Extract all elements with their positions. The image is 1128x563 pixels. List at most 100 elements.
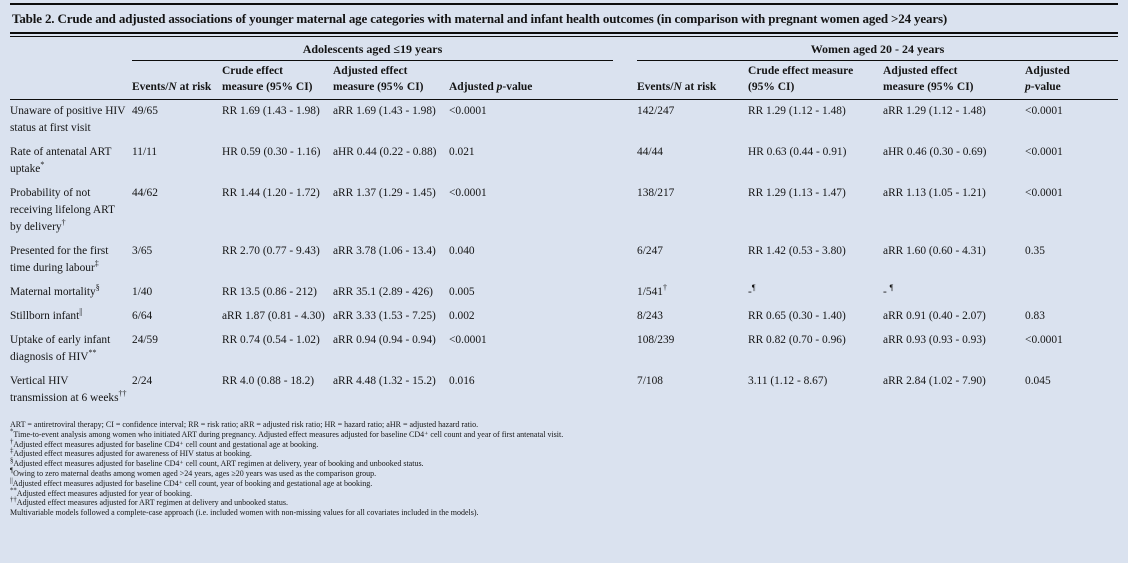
footnote: ||Adjusted effect measures adjusted for … [10, 477, 373, 488]
crude-header-line1: Crude effect [222, 65, 283, 77]
footnote-marker: ** [88, 348, 97, 358]
group-gap-cell [613, 305, 637, 329]
pvalue-col-header-left: Adjusted p-value [449, 60, 614, 100]
footnote-marker: * [40, 160, 45, 170]
data-cell: 108/239 [637, 334, 675, 346]
table-row: Maternal mortality§ 1/40 RR 13.5 (0.86 - 2… [10, 281, 1118, 305]
table-row: Uptake of early infant diagnosis of HIV*… [10, 329, 1118, 370]
footnotes: ART = antiretroviral therapy; CI = confi… [10, 420, 1118, 518]
corner-blank [10, 37, 132, 61]
footnote-marker: †† [118, 389, 127, 399]
table-row: Probability of not receiving lifelong AR… [10, 182, 1118, 240]
data-cell: HR 0.63 (0.44 - 0.91) [748, 146, 847, 158]
group-women-label: Women aged 20 - 24 years [810, 42, 945, 56]
data-cell: <0.0001 [449, 187, 487, 199]
data-cell: <0.0001 [1025, 146, 1063, 158]
data-cell: RR 1.29 (1.12 - 1.48) [748, 105, 846, 117]
data-cell: aHR 0.44 (0.22 - 0.88) [333, 146, 437, 158]
footnote-marker: ¶ [889, 283, 894, 293]
events-col-header-left: Events/N at risk [132, 60, 222, 100]
data-cell: 142/247 [637, 105, 675, 117]
events-header-text2: at risk [176, 80, 212, 93]
footnote: ¶Owing to zero maternal deaths among wom… [10, 467, 377, 478]
table-body: Unaware of positive HIV status at first … [10, 100, 1118, 412]
data-cell: RR 4.0 (0.88 - 18.2) [222, 375, 315, 387]
data-cell: aRR 1.69 (1.43 - 1.98) [333, 105, 436, 117]
footnote-marker: ‡ [94, 259, 99, 269]
data-cell: 3/65 [132, 245, 153, 257]
group-header-row: Adolescents aged ≤19 years Women aged 20… [10, 37, 1119, 61]
outcome-label: Maternal mortality§ [10, 283, 100, 298]
data-cell: aRR 0.93 (0.93 - 0.93) [883, 334, 986, 346]
data-cell: aRR 2.84 (1.02 - 7.90) [883, 375, 986, 387]
pvalue-header-p: p [496, 80, 503, 93]
title-double-rule [10, 32, 1118, 37]
data-cell: HR 0.59 (0.30 - 1.16) [222, 146, 321, 158]
data-cell: RR 0.65 (0.30 - 1.40) [748, 310, 846, 322]
crude-header-line2: measure (95% CI) [222, 80, 313, 93]
data-cell: aHR 0.46 (0.30 - 0.69) [883, 146, 987, 158]
pvalue-header-text2: -value [1030, 80, 1061, 93]
pvalue-header-p: p [1025, 80, 1031, 93]
data-cell: 1/541† [637, 283, 667, 298]
data-cell: RR 1.69 (1.43 - 1.98) [222, 105, 320, 117]
footnote-marker: ¶ [751, 283, 756, 293]
data-cell: <0.0001 [1025, 334, 1063, 346]
outcome-label: Vertical HIV transmission at 6 weeks†† [10, 375, 127, 404]
data-cell: aRR 1.60 (0.60 - 4.31) [883, 245, 986, 257]
footnote: *Time-to-event analysis among women who … [10, 428, 564, 439]
adjusted-col-header-right: Adjusted effect measure (95% CI) [883, 60, 1026, 100]
data-cell: aRR 3.33 (1.53 - 7.25) [333, 310, 436, 322]
data-cell: aRR 4.48 (1.32 - 15.2) [333, 375, 436, 387]
data-cell: RR 0.82 (0.70 - 0.96) [748, 334, 846, 346]
data-cell: 0.040 [449, 245, 475, 257]
data-cell: 49/65 [132, 105, 158, 117]
footnote: Multivariable models followed a complete… [10, 508, 479, 518]
adjusted-header-line2: measure (95% CI) [333, 80, 424, 93]
footnote-marker: § [95, 283, 100, 293]
outcome-label: Presented for the first time during labo… [10, 245, 109, 274]
events-header-n: N [168, 80, 177, 93]
pvalue-header-line1: Adjusted [1025, 65, 1070, 77]
footnote: §Adjusted effect measures adjusted for b… [10, 457, 424, 469]
data-cell: aRR 1.29 (1.12 - 1.48) [883, 105, 986, 117]
group-gap-cell [613, 182, 637, 240]
column-header-row: Events/N at risk Crude effect measure (95… [10, 60, 1119, 100]
data-cell: 0.021 [449, 146, 475, 158]
top-rule [10, 3, 1118, 5]
data-cell: -¶ [748, 283, 756, 298]
events-header-text2: at risk [681, 80, 717, 93]
pvalue-header-text: Adjusted [449, 80, 497, 93]
data-cell: aRR 1.37 (1.29 - 1.45) [333, 187, 436, 199]
data-cell: <0.0001 [1025, 187, 1063, 199]
data-cell: 6/64 [132, 310, 153, 322]
data-cell: aRR 0.94 (0.94 - 0.94) [333, 334, 436, 346]
data-cell: 0.35 [1025, 245, 1045, 257]
crude-col-header-right: Crude effect measure (95% CI) [748, 60, 884, 100]
outcome-label: Probability of not receiving lifelong AR… [10, 187, 115, 233]
data-cell: 44/62 [132, 187, 158, 199]
footnote-marker: * [10, 428, 14, 436]
header-gap [613, 60, 638, 100]
outcome-label: Unaware of positive HIV status at first … [10, 105, 126, 134]
group-adolescents-label: Adolescents aged ≤19 years [302, 42, 443, 56]
footnote: †Adjusted effect measures adjusted for b… [10, 437, 319, 449]
outcome-label: Uptake of early infant diagnosis of HIV*… [10, 334, 111, 363]
data-cell: 0.005 [449, 286, 475, 298]
adjusted-header-line1: Adjusted effect [333, 65, 408, 77]
footnote-marker: † [10, 437, 14, 445]
outcome-label: Rate of antenatal ART uptake* [10, 146, 112, 175]
outcome-label: Stillborn infant|| [10, 307, 83, 322]
data-cell: 0.045 [1025, 375, 1051, 387]
data-cell: 138/217 [637, 187, 675, 199]
group-gap-cell [613, 329, 637, 370]
footnote: ‡Adjusted effect measures adjusted for a… [10, 447, 252, 459]
data-cell: RR 0.74 (0.54 - 1.02) [222, 334, 320, 346]
footnote-marker: || [79, 307, 83, 317]
table-row: Unaware of positive HIV status at first … [10, 100, 1118, 142]
events-header-text: Events/ [637, 80, 674, 93]
events-header-text: Events/ [132, 80, 169, 93]
group-women: Women aged 20 - 24 years [637, 37, 1119, 61]
adjusted-header-line1: Adjusted effect [883, 65, 958, 77]
data-cell: 1/40 [132, 286, 153, 298]
